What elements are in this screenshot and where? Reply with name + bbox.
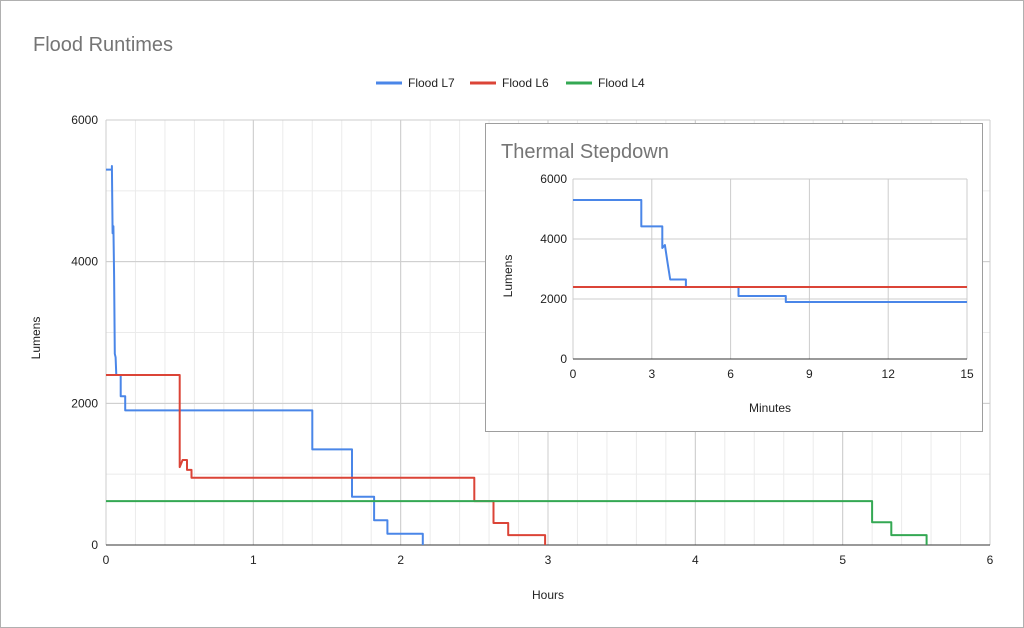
y-tick-label: 4000 <box>71 255 98 269</box>
x-tick-label: 3 <box>545 553 552 567</box>
x-tick-label: 15 <box>960 367 974 381</box>
x-tick-label: 6 <box>727 367 734 381</box>
y-tick-label: 6000 <box>71 113 98 127</box>
inset-series-lines <box>573 199 967 303</box>
inset-tick-labels: 0 3 6 9 12 15 0 2000 4000 6000 <box>540 172 974 381</box>
y-tick-label: 2000 <box>71 396 98 410</box>
y-tick-label: 4000 <box>540 232 567 246</box>
y-tick-label: 0 <box>91 538 98 552</box>
x-tick-label: 12 <box>882 367 896 381</box>
series-line-flood-l6 <box>106 374 547 545</box>
main-series-lines <box>106 165 928 545</box>
x-tick-label: 1 <box>250 553 257 567</box>
inset-y-axis-label: Lumens <box>501 255 515 298</box>
legend-label-flood-l7: Flood L7 <box>408 76 455 90</box>
series-line-flood-l7 <box>106 165 424 545</box>
legend: Flood L7 Flood L6 Flood L4 <box>376 76 645 90</box>
x-tick-label: 6 <box>987 553 994 567</box>
y-tick-label: 6000 <box>540 172 567 186</box>
thermal-stepdown-inset: Thermal Stepdown 0 3 6 9 12 15 0 2000 4000 6000 L… <box>485 123 983 432</box>
x-tick-label: 4 <box>692 553 699 567</box>
inset-x-axis-label: Minutes <box>749 401 791 415</box>
y-tick-label: 2000 <box>540 292 567 306</box>
x-tick-label: 9 <box>806 367 813 381</box>
series-line-series-1 <box>573 199 967 303</box>
inset-panel <box>485 123 983 432</box>
legend-label-flood-l6: Flood L6 <box>502 76 549 90</box>
y-tick-label: 0 <box>560 352 567 366</box>
x-tick-label: 5 <box>839 553 846 567</box>
inset-title: Thermal Stepdown <box>501 141 669 163</box>
chart-title: Flood Runtimes <box>33 34 173 56</box>
y-axis-label: Lumens <box>29 317 43 360</box>
x-tick-label: 2 <box>397 553 404 567</box>
inset-gridlines <box>572 178 968 360</box>
x-axis-label: Hours <box>532 588 564 602</box>
x-tick-label: 0 <box>570 367 577 381</box>
x-tick-label: 0 <box>103 553 110 567</box>
x-tick-label: 3 <box>648 367 655 381</box>
series-line-flood-l4 <box>106 500 928 545</box>
legend-label-flood-l4: Flood L4 <box>598 76 645 90</box>
